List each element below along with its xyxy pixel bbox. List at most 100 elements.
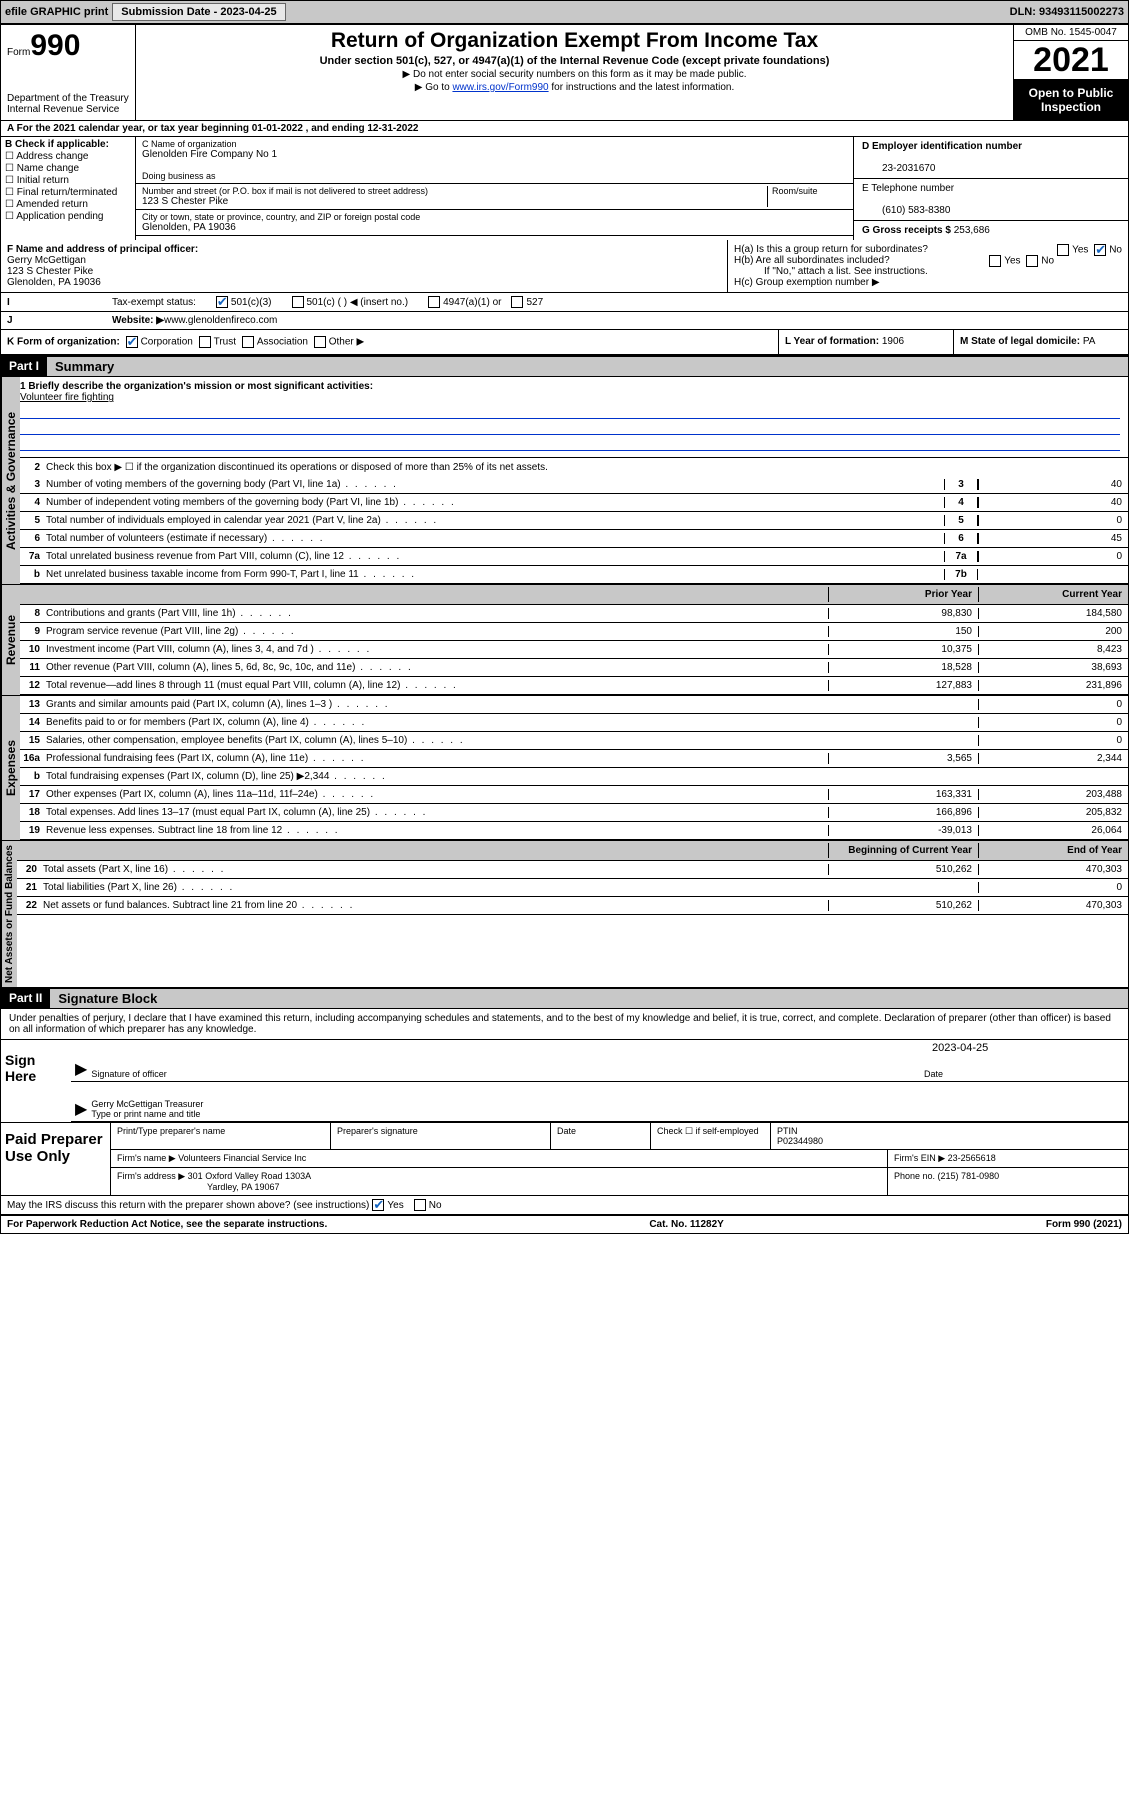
ha-yes[interactable] — [1057, 244, 1069, 256]
chk-amended-return[interactable]: ☐ Amended return — [5, 199, 131, 210]
header-right: OMB No. 1545-0047 2021 Open to Public In… — [1013, 25, 1128, 120]
chk-other[interactable] — [314, 336, 326, 348]
table-row: 8Contributions and grants (Part VIII, li… — [20, 605, 1128, 623]
sign-here-block: Sign Here 2023-04-25 ▶ Signature of offi… — [1, 1039, 1128, 1122]
table-row: 19Revenue less expenses. Subtract line 1… — [20, 822, 1128, 840]
chk-4947[interactable] — [428, 296, 440, 308]
table-row: 10Investment income (Part VIII, column (… — [20, 641, 1128, 659]
discuss-row: May the IRS discuss this return with the… — [1, 1195, 1128, 1215]
arrow-icon: ▶ — [75, 1099, 87, 1119]
group-return: H(a) Is this a group return for subordin… — [728, 240, 1128, 292]
table-row: 6Total number of volunteers (estimate if… — [20, 530, 1128, 548]
efile-label: efile GRAPHIC print — [5, 6, 108, 18]
row-j-website: J Website: ▶ www.glenoldenfireco.com — [1, 312, 1128, 330]
col-b-checkboxes: B Check if applicable: ☐ Address change … — [1, 137, 136, 240]
omb-number: OMB No. 1545-0047 — [1014, 25, 1128, 41]
chk-initial-return[interactable]: ☐ Initial return — [5, 175, 131, 186]
chk-527[interactable] — [511, 296, 523, 308]
chk-trust[interactable] — [199, 336, 211, 348]
submission-date-button[interactable]: Submission Date - 2023-04-25 — [112, 3, 285, 21]
part-2-header: Part II Signature Block — [1, 988, 1128, 1009]
paid-preparer-block: Paid Preparer Use Only Print/Type prepar… — [1, 1122, 1128, 1195]
table-row: 14Benefits paid to or for members (Part … — [20, 714, 1128, 732]
sign-here-label: Sign Here — [1, 1040, 71, 1122]
chk-501c3[interactable] — [216, 296, 228, 308]
chk-corp[interactable] — [126, 336, 138, 348]
section-bcd: B Check if applicable: ☐ Address change … — [1, 137, 1128, 240]
revenue-sidebar: Revenue — [1, 585, 20, 695]
col-d-ein: D Employer identification number 23-2031… — [853, 137, 1128, 240]
row-i-tax-status: I Tax-exempt status: 501(c)(3) 501(c) ( … — [1, 293, 1128, 312]
table-row: 21Total liabilities (Part X, line 26)0 — [17, 879, 1128, 897]
table-row: 20Total assets (Part X, line 16)510,2624… — [17, 861, 1128, 879]
revenue-section: Revenue Prior Year Current Year 8Contrib… — [1, 585, 1128, 696]
address-cell: Number and street (or P.O. box if mail i… — [136, 184, 853, 210]
form-container: Form990 Department of the Treasury Inter… — [0, 24, 1129, 1234]
expenses-section: Expenses 13Grants and similar amounts pa… — [1, 696, 1128, 841]
table-row: 16aProfessional fundraising fees (Part I… — [20, 750, 1128, 768]
table-row: 3Number of voting members of the governi… — [20, 476, 1128, 494]
penalty-statement: Under penalties of perjury, I declare th… — [1, 1009, 1128, 1039]
revenue-header: Prior Year Current Year — [20, 585, 1128, 605]
chk-address-change[interactable]: ☐ Address change — [5, 151, 131, 162]
irs-link[interactable]: www.irs.gov/Form990 — [452, 82, 548, 93]
expenses-sidebar: Expenses — [1, 696, 20, 840]
table-row: 22Net assets or fund balances. Subtract … — [17, 897, 1128, 915]
chk-assoc[interactable] — [242, 336, 254, 348]
l-year-formation: L Year of formation: 1906 — [779, 330, 954, 354]
discuss-no[interactable] — [414, 1199, 426, 1211]
arrow-icon: ▶ — [75, 1059, 87, 1079]
header-note-1: ▶ Do not enter social security numbers o… — [144, 69, 1005, 80]
dept-treasury: Department of the Treasury — [7, 93, 129, 104]
header-note-2: ▶ Go to www.irs.gov/Form990 for instruct… — [144, 82, 1005, 93]
paperwork-notice: For Paperwork Reduction Act Notice, see … — [7, 1219, 327, 1230]
m-state-domicile: M State of legal domicile: PA — [954, 330, 1128, 354]
form-number: 990 — [30, 29, 80, 62]
table-row: 7aTotal unrelated business revenue from … — [20, 548, 1128, 566]
hb-yes[interactable] — [989, 255, 1001, 267]
chk-final-return[interactable]: ☐ Final return/terminated — [5, 187, 131, 198]
public-inspection: Open to Public Inspection — [1014, 80, 1128, 120]
form-title: Return of Organization Exempt From Incom… — [144, 29, 1005, 53]
principal-officer: F Name and address of principal officer:… — [1, 240, 728, 292]
mission-block: 1 Briefly describe the organization's mi… — [20, 377, 1128, 458]
row-a-tax-year: A For the 2021 calendar year, or tax yea… — [1, 121, 1128, 137]
col-c-name: C Name of organization Glenolden Fire Co… — [136, 137, 853, 240]
irs-label: Internal Revenue Service — [7, 104, 129, 115]
activities-section: Activities & Governance 1 Briefly descri… — [1, 377, 1128, 585]
part-1-header: Part I Summary — [1, 356, 1128, 377]
city-cell: City or town, state or province, country… — [136, 210, 853, 236]
header-left: Form990 Department of the Treasury Inter… — [1, 25, 136, 120]
officer-signature-line[interactable]: ▶ Signature of officer Date — [71, 1056, 1128, 1082]
row-klm: K Form of organization: Corporation Trus… — [1, 330, 1128, 356]
table-row: 12Total revenue—add lines 8 through 11 (… — [20, 677, 1128, 695]
top-toolbar: efile GRAPHIC print Submission Date - 20… — [0, 0, 1129, 24]
gross-cell: G Gross receipts $ 253,686 — [854, 221, 1128, 240]
table-row: 17Other expenses (Part IX, column (A), l… — [20, 786, 1128, 804]
phone-cell: E Telephone number (610) 583-8380 — [854, 179, 1128, 221]
balance-section: Net Assets or Fund Balances Beginning of… — [1, 841, 1128, 988]
form-header: Form990 Department of the Treasury Inter… — [1, 25, 1128, 121]
cat-number: Cat. No. 11282Y — [649, 1219, 723, 1230]
activities-sidebar: Activities & Governance — [1, 377, 20, 584]
section-fh: F Name and address of principal officer:… — [1, 240, 1128, 293]
table-row: 15Salaries, other compensation, employee… — [20, 732, 1128, 750]
chk-501c[interactable] — [292, 296, 304, 308]
form-footer: For Paperwork Reduction Act Notice, see … — [1, 1215, 1128, 1233]
paid-preparer-label: Paid Preparer Use Only — [1, 1123, 111, 1195]
org-name-cell: C Name of organization Glenolden Fire Co… — [136, 137, 853, 184]
table-row: 11Other revenue (Part VIII, column (A), … — [20, 659, 1128, 677]
chk-name-change[interactable]: ☐ Name change — [5, 163, 131, 174]
dln-label: DLN: 93493115002273 — [1010, 6, 1124, 18]
table-row: 13Grants and similar amounts paid (Part … — [20, 696, 1128, 714]
ha-no[interactable] — [1094, 244, 1106, 256]
chk-application-pending[interactable]: ☐ Application pending — [5, 211, 131, 222]
table-row: bNet unrelated business taxable income f… — [20, 566, 1128, 584]
table-row: 5Total number of individuals employed in… — [20, 512, 1128, 530]
discuss-yes[interactable] — [372, 1199, 384, 1211]
hb-no[interactable] — [1026, 255, 1038, 267]
table-row: bTotal fundraising expenses (Part IX, co… — [20, 768, 1128, 786]
table-row: 9Program service revenue (Part VIII, lin… — [20, 623, 1128, 641]
table-row: 18Total expenses. Add lines 13–17 (must … — [20, 804, 1128, 822]
tax-year: 2021 — [1014, 41, 1128, 80]
